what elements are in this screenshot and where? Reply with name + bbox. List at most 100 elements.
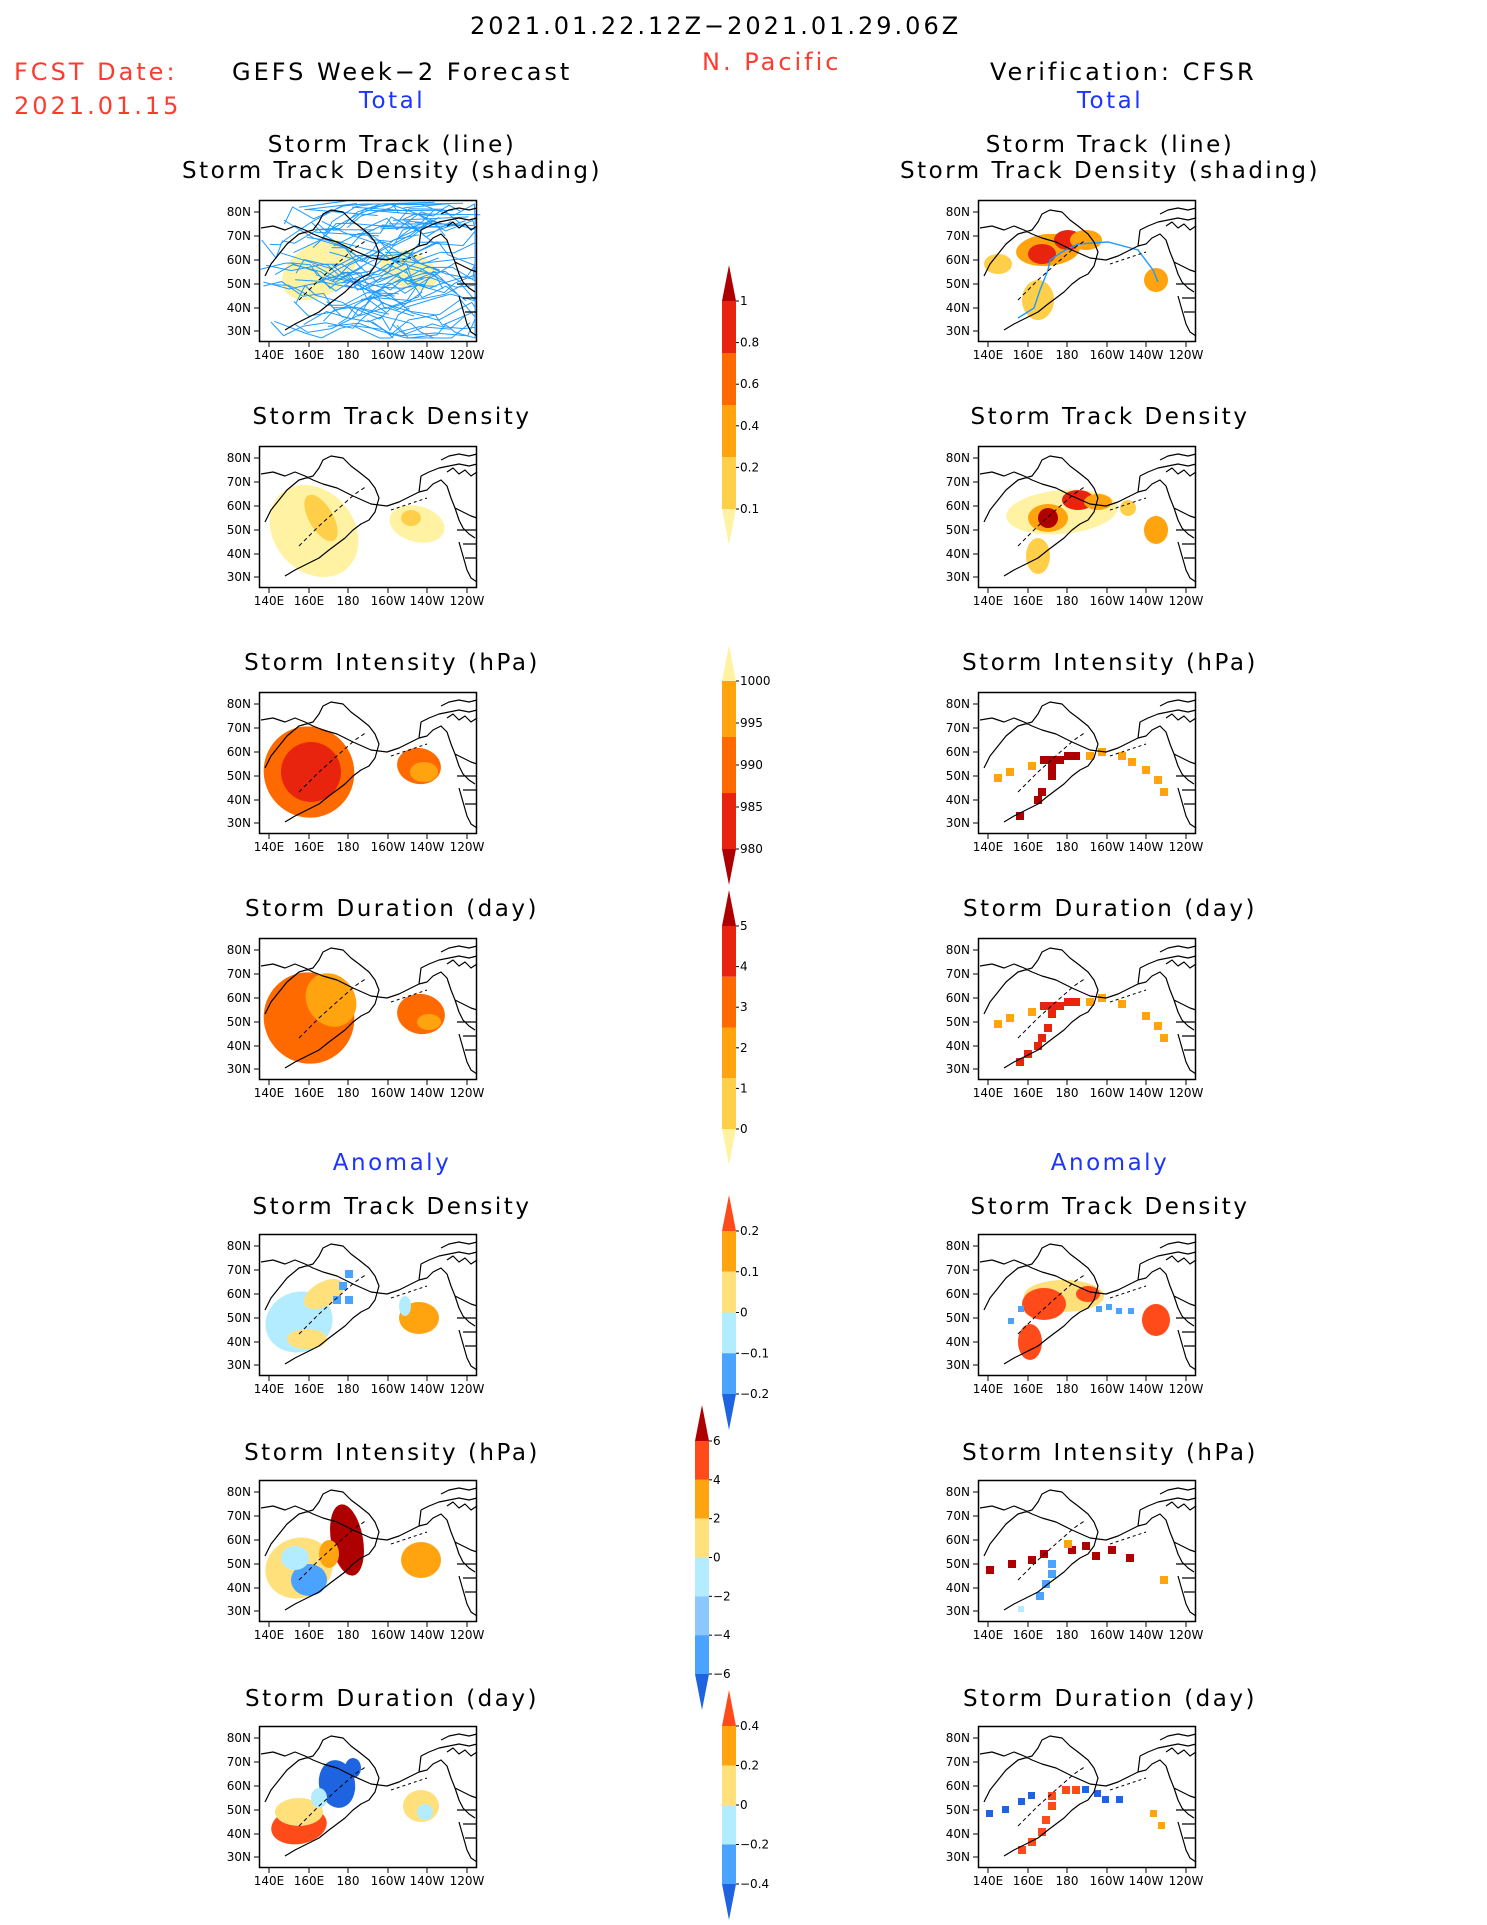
- lat-tick-label: 80N: [946, 1239, 970, 1253]
- lat-tick-label: 30N: [227, 324, 251, 338]
- lat-tick-label: 60N: [946, 1533, 970, 1547]
- lon-tick-label: 160W: [1090, 1086, 1125, 1100]
- lon-tick-label: 160W: [371, 1086, 406, 1100]
- fcst-date-label: FCST Date:: [14, 58, 178, 86]
- colorbar-top-cap: [695, 1405, 709, 1441]
- colorbar-label: 1: [740, 1081, 748, 1095]
- lat-tick-label: 50N: [227, 1557, 251, 1571]
- colorbar-cb-intensity: 1000 995 990 985 980: [722, 645, 771, 885]
- lat-tick-label: 60N: [227, 1779, 251, 1793]
- colorbar-label: −0.4: [740, 1877, 769, 1891]
- lat-tick-label: 30N: [227, 1062, 251, 1076]
- lon-tick-label: 180: [1056, 1874, 1079, 1888]
- colorbar-segment: [722, 737, 736, 793]
- map-shading-anom-intensity-right: [986, 1540, 1168, 1612]
- colorbar-label: 990: [740, 758, 763, 772]
- colorbar-label: −0.2: [740, 1838, 769, 1852]
- lat-tick-label: 70N: [227, 229, 251, 243]
- colorbar-segment: [722, 1271, 736, 1313]
- lon-tick-label: 140W: [410, 1086, 445, 1100]
- colorbar-segment: [722, 1765, 736, 1805]
- lat-tick-label: 80N: [227, 1731, 251, 1745]
- lat-tick-label: 30N: [946, 816, 970, 830]
- lat-tick-label: 40N: [946, 793, 970, 807]
- lon-tick-label: 140W: [1129, 1628, 1164, 1642]
- lon-tick-label: 140E: [254, 594, 285, 608]
- colorbar-label: 1: [740, 294, 748, 308]
- colorbar-segment: [722, 457, 736, 509]
- lon-tick-label: 140E: [973, 1086, 1004, 1100]
- lon-tick-label: 180: [1056, 1382, 1079, 1396]
- map-panel-density-left: 140E 160E 180 160W 140W 120W 80N 70N 60N 50N 40N 30…: [227, 445, 485, 608]
- lon-tick-label: 140W: [410, 348, 445, 362]
- lat-tick-label: 70N: [946, 475, 970, 489]
- lat-tick-label: 50N: [946, 1803, 970, 1817]
- map-panel-anom-density-right: 140E 160E 180 160W 140W 120W 80N 70N 60N 50N 40N 30…: [946, 1233, 1204, 1396]
- lon-tick-label: 140W: [1129, 594, 1164, 608]
- lat-tick-label: 30N: [946, 570, 970, 584]
- colorbar-label: 0.8: [740, 336, 759, 350]
- lat-tick-label: 80N: [227, 205, 251, 219]
- lon-tick-label: 180: [337, 348, 360, 362]
- lat-tick-label: 80N: [227, 1485, 251, 1499]
- colorbar-label: 985: [740, 800, 763, 814]
- lat-tick-label: 70N: [946, 1263, 970, 1277]
- left-column-title: GEFS Week−2 Forecast: [232, 58, 573, 86]
- panel-title-track-shading-right: Storm Track Density (shading): [900, 158, 1320, 184]
- lat-tick-label: 40N: [227, 1827, 251, 1841]
- lon-tick-label: 140E: [973, 594, 1004, 608]
- panel-title-track-line-left: Storm Track (line): [267, 132, 517, 158]
- colorbar-top-cap: [722, 890, 736, 926]
- lat-tick-label: 60N: [946, 253, 970, 267]
- lon-tick-label: 160E: [1013, 1874, 1044, 1888]
- colorbar-segment: [722, 926, 736, 977]
- lon-tick-label: 140E: [973, 1628, 1004, 1642]
- lon-tick-label: 160E: [294, 840, 325, 854]
- colorbar-label: 0.1: [740, 1265, 759, 1279]
- lon-tick-label: 140E: [254, 1382, 285, 1396]
- left-anomaly-label: Anomaly: [332, 1150, 452, 1176]
- map-panel-intensity-left: 140E 160E 180 160W 140W 120W 80N 70N 60N 50N 40N 30…: [227, 691, 485, 854]
- map-panel-anom-duration-right: 140E 160E 180 160W 140W 120W 80N 70N 60N 50N 40N 30…: [946, 1725, 1204, 1888]
- lat-tick-label: 80N: [227, 697, 251, 711]
- lon-tick-label: 160W: [371, 1382, 406, 1396]
- colorbar-label: −0.2: [740, 1387, 769, 1401]
- lon-tick-label: 160E: [294, 1086, 325, 1100]
- lon-tick-label: 160W: [1090, 1382, 1125, 1396]
- lat-tick-label: 50N: [946, 769, 970, 783]
- map-shading-anom-duration-left: [271, 1758, 439, 1845]
- lon-tick-label: 180: [1056, 840, 1079, 854]
- lat-tick-label: 60N: [227, 991, 251, 1005]
- lat-tick-label: 80N: [227, 451, 251, 465]
- lon-tick-label: 160E: [1013, 348, 1044, 362]
- lon-tick-label: 140E: [973, 348, 1004, 362]
- lon-tick-label: 180: [1056, 594, 1079, 608]
- lon-tick-label: 160W: [1090, 1874, 1125, 1888]
- colorbar-segment: [722, 1078, 736, 1129]
- panel-title-intensity-right: Storm Intensity (hPa): [962, 650, 1258, 676]
- lon-tick-label: 180: [1056, 1628, 1079, 1642]
- lat-tick-label: 50N: [946, 277, 970, 291]
- lon-tick-label: 140W: [1129, 840, 1164, 854]
- lon-tick-label: 160E: [1013, 1382, 1044, 1396]
- colorbar-label: 0: [713, 1551, 721, 1565]
- lat-tick-label: 30N: [946, 1062, 970, 1076]
- colorbar-segment: [722, 1231, 736, 1272]
- panel-title-track-shading-left: Storm Track Density (shading): [182, 158, 602, 184]
- lon-tick-label: 160E: [294, 348, 325, 362]
- lon-tick-label: 120W: [450, 1382, 485, 1396]
- colorbar-bottom-cap: [722, 509, 736, 545]
- lon-tick-label: 160E: [294, 1628, 325, 1642]
- lat-tick-label: 60N: [227, 745, 251, 759]
- lat-tick-label: 60N: [946, 499, 970, 513]
- colorbar-label: 0.1: [740, 502, 759, 516]
- colorbar-segment: [695, 1557, 709, 1597]
- lat-tick-label: 30N: [946, 1850, 970, 1864]
- lon-tick-label: 160W: [371, 1874, 406, 1888]
- lon-tick-label: 140W: [410, 594, 445, 608]
- lon-tick-label: 120W: [1169, 594, 1204, 608]
- lon-tick-label: 120W: [1169, 840, 1204, 854]
- colorbar-top-cap: [722, 1690, 736, 1726]
- lat-tick-label: 70N: [946, 1755, 970, 1769]
- panel-title-duration-left: Storm Duration (day): [245, 896, 539, 922]
